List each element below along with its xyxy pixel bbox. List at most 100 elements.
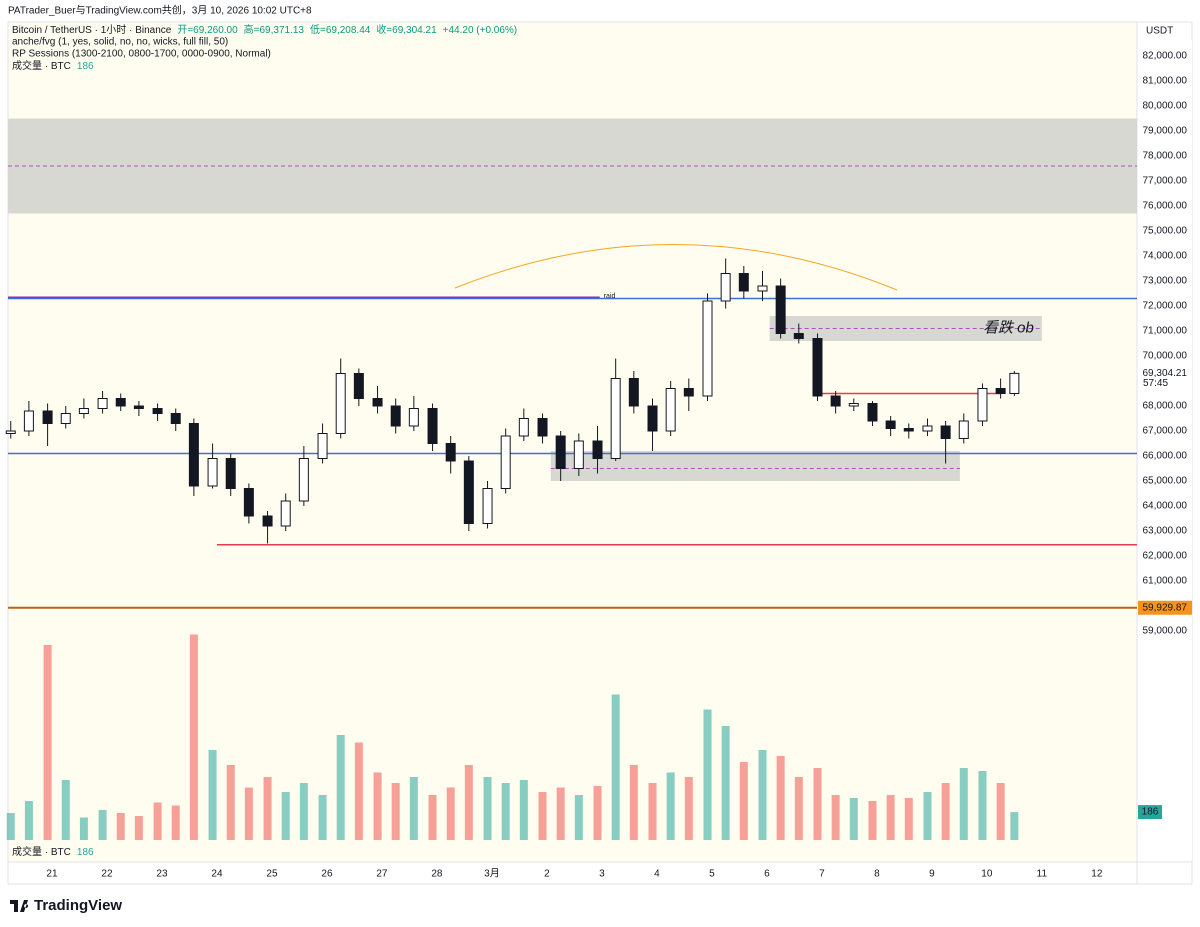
volume-tag bbox=[1138, 805, 1162, 820]
x-tick-label: 27 bbox=[376, 869, 388, 880]
candle-body bbox=[757, 285, 768, 292]
candle-body bbox=[665, 388, 676, 432]
candle-body bbox=[537, 418, 548, 437]
volume-bar bbox=[428, 795, 437, 840]
volume-bar bbox=[556, 787, 565, 840]
volume-bar bbox=[574, 795, 583, 840]
volume-current: 186 bbox=[77, 847, 94, 858]
ohlc-value: 高=69,371.13 bbox=[244, 23, 305, 36]
volume-bar bbox=[43, 645, 52, 840]
ohlc-value: 收=69,304.21 bbox=[376, 23, 437, 36]
volume-bar bbox=[336, 735, 345, 840]
volume-bar bbox=[849, 798, 858, 840]
x-tick-label: 25 bbox=[266, 869, 278, 880]
x-tick-label: 5 bbox=[709, 869, 715, 880]
candle-body bbox=[940, 425, 951, 439]
candle-body bbox=[885, 420, 896, 429]
volume-bar bbox=[189, 634, 198, 840]
candle-body bbox=[812, 338, 823, 397]
volume-bar bbox=[629, 765, 638, 840]
volume-bar bbox=[776, 756, 785, 840]
candle-body bbox=[977, 388, 988, 422]
volume-bar bbox=[1010, 812, 1019, 840]
y-tick-label: 81,000.00 bbox=[1143, 76, 1188, 87]
candle-body bbox=[97, 398, 108, 409]
candle-body bbox=[592, 440, 603, 459]
candle-body bbox=[133, 405, 144, 409]
volume-label: 成交量 · BTC bbox=[12, 845, 71, 858]
candle-body bbox=[922, 425, 933, 432]
candle-body bbox=[793, 333, 804, 339]
volume-bar bbox=[24, 801, 33, 840]
x-tick-label: 6 bbox=[764, 869, 770, 880]
volume-bar bbox=[373, 772, 382, 840]
volume-bar bbox=[61, 780, 70, 840]
volume-label: 成交量 · BTC bbox=[12, 59, 71, 72]
candle-body bbox=[958, 420, 969, 439]
price-axis-bg bbox=[1138, 40, 1192, 860]
volume-bar bbox=[941, 783, 950, 840]
x-tick-label: 7 bbox=[819, 869, 825, 880]
volume-bar bbox=[501, 783, 510, 840]
volume-bar bbox=[996, 783, 1005, 840]
candle-body bbox=[995, 388, 1006, 394]
volume-bar bbox=[464, 765, 473, 840]
x-tick-label: 3月 bbox=[484, 868, 500, 880]
candle-body bbox=[830, 395, 841, 407]
candle-body bbox=[702, 300, 713, 397]
candle-body bbox=[243, 488, 254, 517]
brand-logo bbox=[10, 900, 29, 912]
candle-body bbox=[170, 413, 181, 424]
volume-bar bbox=[299, 783, 308, 840]
volume-bar bbox=[978, 771, 987, 840]
volume-tag-label: 186 bbox=[1142, 807, 1159, 818]
volume-bar bbox=[611, 694, 620, 840]
ohlc-value: 低=69,208.44 bbox=[310, 23, 371, 36]
volume-bar bbox=[226, 765, 235, 840]
candle-body bbox=[555, 435, 566, 469]
y-tick-label: 77,000.00 bbox=[1143, 176, 1188, 187]
zone-label: 看跌 ob bbox=[983, 319, 1034, 336]
candle-body bbox=[683, 388, 694, 397]
last-price-tag bbox=[1138, 365, 1192, 388]
x-tick-label: 2 bbox=[544, 869, 550, 880]
y-tick-label: 62,000.00 bbox=[1143, 551, 1188, 562]
x-tick-label: 8 bbox=[874, 869, 880, 880]
candle-body bbox=[720, 273, 731, 302]
volume-bar bbox=[868, 801, 877, 840]
volume-current: 186 bbox=[77, 61, 94, 72]
y-tick-label: 67,000.00 bbox=[1143, 426, 1188, 437]
x-tick-label: 3 bbox=[599, 869, 605, 880]
y-tick-label: 59,000.00 bbox=[1143, 626, 1188, 637]
y-tick-label: 82,000.00 bbox=[1143, 51, 1188, 62]
candle-body bbox=[573, 440, 584, 469]
y-tick-label: 65,000.00 bbox=[1143, 476, 1188, 487]
countdown: 57:45 bbox=[1143, 378, 1168, 389]
candle-body bbox=[280, 500, 291, 527]
y-tick-label: 76,000.00 bbox=[1143, 201, 1188, 212]
candle-body bbox=[903, 428, 914, 432]
y-tick-label: 63,000.00 bbox=[1143, 526, 1188, 537]
x-tick-label: 4 bbox=[654, 869, 660, 880]
volume-bar bbox=[116, 813, 125, 840]
x-tick-label: 11 bbox=[1037, 869, 1048, 880]
volume-bar bbox=[519, 780, 528, 840]
arc-drawing bbox=[454, 244, 898, 291]
candle-body bbox=[390, 405, 401, 427]
x-tick-label: 23 bbox=[156, 869, 168, 880]
volume-bar bbox=[684, 777, 693, 840]
candle-body bbox=[610, 378, 621, 459]
candle-body bbox=[500, 435, 511, 489]
attribution: PATrader_Buer与TradingView.com共创，3月 10, 2… bbox=[8, 4, 312, 17]
volume-bar bbox=[758, 750, 767, 840]
candle-body bbox=[372, 398, 383, 407]
x-tick-label: 26 bbox=[321, 869, 333, 880]
candle-body bbox=[188, 423, 199, 487]
y-tick-label: 78,000.00 bbox=[1143, 151, 1188, 162]
candle-body bbox=[207, 458, 218, 487]
volume-bar bbox=[904, 798, 913, 840]
y-tick-label: 79,000.00 bbox=[1143, 126, 1188, 137]
volume-bar bbox=[959, 768, 968, 840]
